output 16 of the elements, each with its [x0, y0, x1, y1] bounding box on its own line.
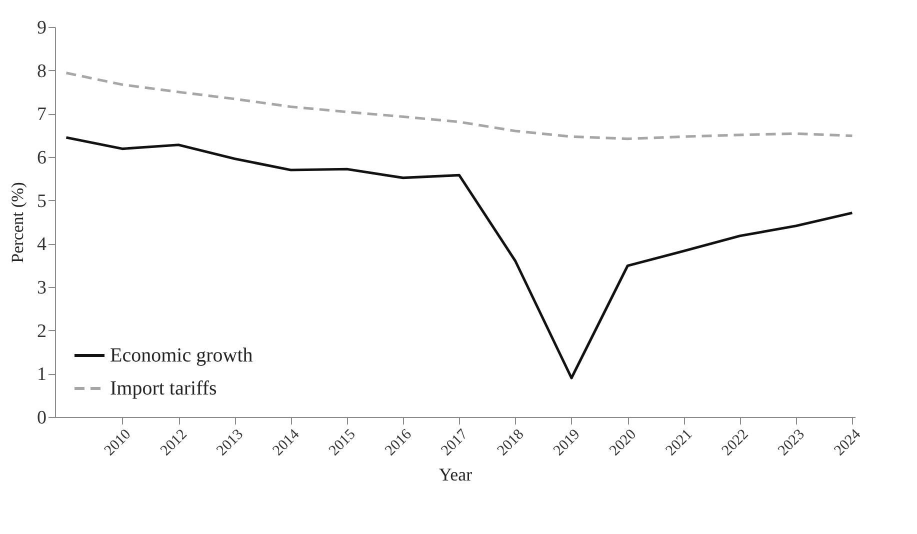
x-axis-title: Year	[438, 464, 472, 484]
y-tick-label: 3	[37, 278, 46, 298]
y-tick-label: 1	[37, 364, 46, 386]
y-tick-label: 4	[37, 234, 47, 256]
y-tick-label: 6	[37, 148, 46, 168]
y-tick-label: 5	[37, 190, 46, 212]
y-tick-label: 2	[37, 320, 46, 342]
line-series	[64, 136, 854, 380]
y-tick-label: 8	[37, 60, 46, 82]
line-series	[64, 72, 854, 140]
y-tick-label: 7	[37, 104, 46, 126]
legend-label: Import tariffs	[110, 378, 218, 400]
y-tick-label: 0	[37, 408, 46, 428]
y-tick-label: 9	[37, 18, 46, 38]
legend-label: Economic growth	[110, 344, 253, 366]
y-axis-title: Percent (%)	[8, 182, 27, 263]
